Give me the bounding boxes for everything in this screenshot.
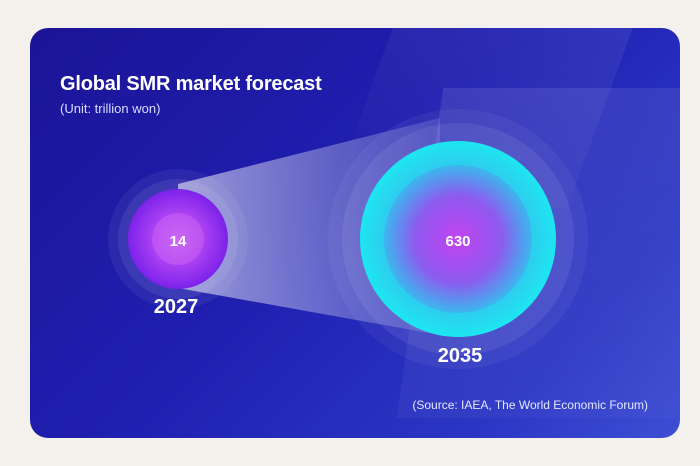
- source-note: (Source: IAEA, The World Economic Forum): [412, 398, 648, 412]
- chart-subtitle: (Unit: trillion won): [60, 101, 161, 116]
- value-label-2035: 630: [445, 233, 470, 250]
- category-label-2035: 2035: [438, 345, 483, 367]
- bubble-2027-core: [152, 213, 204, 265]
- value-label-2027: 14: [170, 233, 187, 250]
- category-label-2027: 2027: [154, 296, 199, 318]
- bubble-2035-core: [384, 165, 532, 313]
- chart-title: Global SMR market forecast: [60, 73, 322, 95]
- bubble-2027: [108, 169, 248, 309]
- bubble-2035: [328, 109, 588, 369]
